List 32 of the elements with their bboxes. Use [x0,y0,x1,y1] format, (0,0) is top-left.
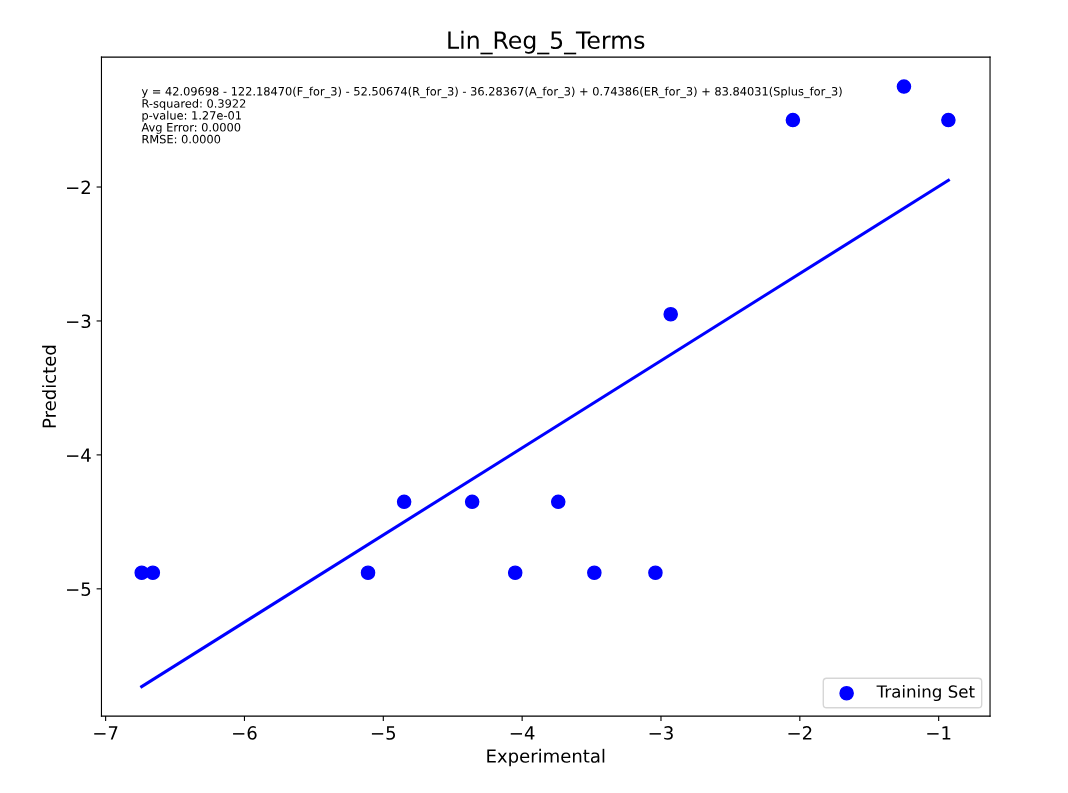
point [464,494,480,510]
y-tick-label: −5 [67,582,91,596]
annotation: RMSE: 0.0000 [142,134,221,144]
point [587,565,602,581]
point [507,565,523,581]
x-tick-label: −5 [371,726,396,740]
y-tick-label: −2 [67,180,90,194]
point [648,565,663,581]
annotation: y = 42.09698 - 122.18470(F_for_3) - 52.50674(R_for_3) - 36.28367(A_for_3) + 0.74386(ER_for_3) + 83.84031(Splus_for_3) [141,86,842,99]
point [941,112,956,128]
point [145,565,161,581]
x-tick-label: −3 [649,726,673,740]
point [896,79,912,94]
annotation: p-value: 1.27e-01 [142,110,241,122]
legend-label: Training Set [876,684,975,702]
y-tick-label: −4 [67,448,91,462]
chart-title: Lin_Reg_5_Terms [448,30,645,55]
point [396,494,412,510]
annotation: Avg Error: 0.0000 [141,122,241,134]
point [663,306,678,322]
x-axis-title: Experimental [487,748,605,767]
y-axis-title: Predicted [42,345,57,428]
point [360,565,376,581]
x-tick-label: −1 [927,726,951,740]
y-tick-label: −3 [67,314,91,329]
point [785,112,801,128]
annotation: R-squared: 0.3922 [142,98,246,110]
x-tick-label: −7 [94,726,118,740]
point [550,494,566,510]
x-tick-label: −2 [788,726,812,740]
x-tick-label: −4 [510,726,535,740]
x-tick-label: −6 [233,726,257,740]
